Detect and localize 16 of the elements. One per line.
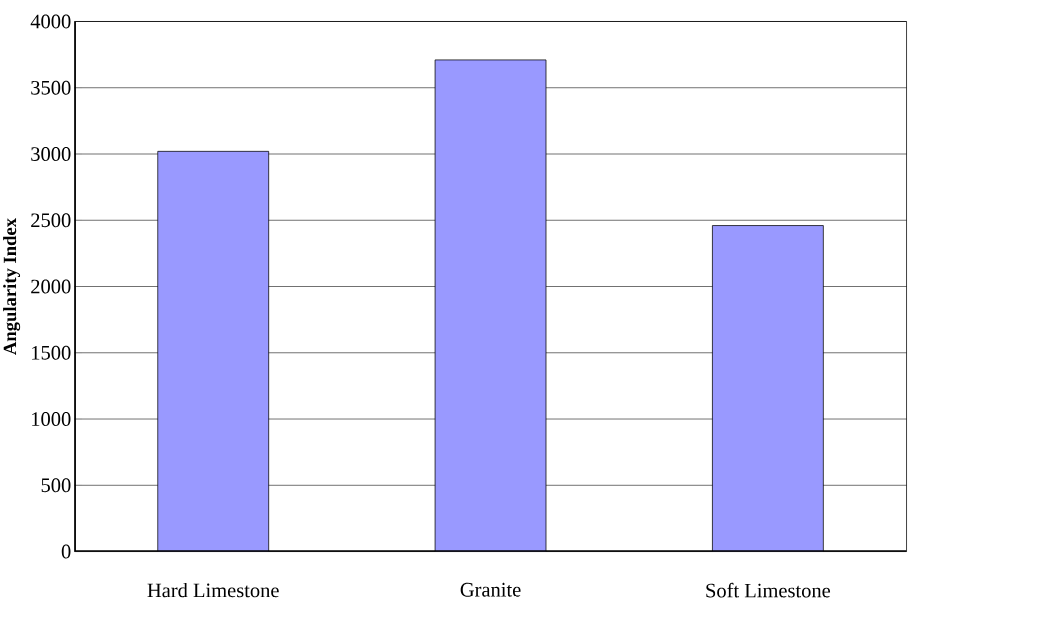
y-tick-label: 2500: [31, 213, 71, 227]
y-tick-label: 3500: [31, 80, 71, 95]
x-tick-label: Granite: [460, 582, 521, 597]
bar: [157, 150, 270, 552]
y-tick-label: 4000: [30, 14, 71, 29]
x-tick-label: Soft Limestone: [706, 582, 831, 598]
y-tick-label: 1000: [32, 411, 71, 426]
x-tick-label: Hard Limestone: [147, 582, 279, 598]
y-tick-label: 3000: [31, 146, 71, 161]
y-tick-label: 500: [41, 478, 71, 493]
y-tick-label: 0: [61, 544, 71, 559]
y-axis-title: Angularity Index: [3, 217, 21, 355]
bar: [712, 224, 824, 552]
bar: [434, 59, 547, 552]
y-tick-label: 1500: [32, 345, 71, 360]
y-tick-label: 2000: [31, 279, 71, 294]
